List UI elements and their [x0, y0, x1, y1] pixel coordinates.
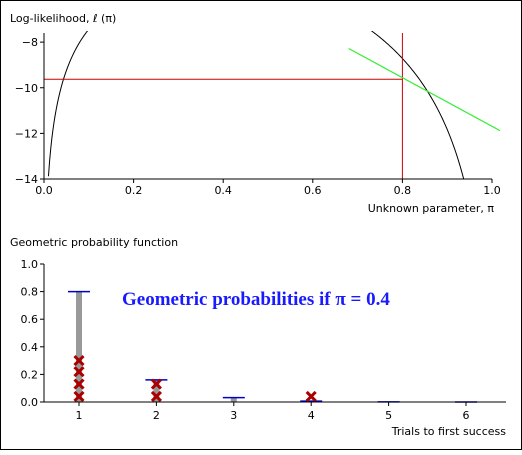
top-y-tick-label: −8 — [22, 36, 38, 49]
observation-marker — [305, 390, 317, 403]
bottom-y-tick-label: 0.6 — [21, 313, 39, 326]
observation-marker — [150, 390, 162, 403]
log-likelihood-chart: Log-likelihood, ℓ (π) Unknown parameter,… — [10, 12, 501, 215]
bottom-y-tick-label: 0.4 — [21, 341, 39, 354]
observation-marker — [73, 355, 85, 367]
bottom-y-tick-label: 0.8 — [21, 286, 39, 299]
top-y-tick-label: −12 — [15, 127, 38, 140]
geometric-probability-y-axis-title: Geometric probability function — [10, 236, 178, 249]
top-x-tick-label: 0.4 — [214, 184, 232, 197]
bottom-x-tick-label: 2 — [153, 409, 160, 422]
log-likelihood-x-axis-title: Unknown parameter, π — [368, 202, 495, 215]
observation-marker — [150, 378, 162, 390]
bottom-y-tick-label: 1.0 — [21, 258, 39, 271]
geometric-probabilities-annotation: Geometric probabilities if π = 0.4 — [122, 289, 390, 310]
bottom-x-tick-label: 3 — [230, 409, 237, 422]
probability-bar — [230, 397, 237, 402]
observation-cross-b — [73, 378, 85, 390]
observation-marker — [73, 378, 85, 390]
geometric-probability-x-axis-title: Trials to first success — [391, 425, 507, 438]
observation-marker — [73, 390, 85, 403]
top-x-tick-label: 0.8 — [394, 184, 412, 197]
top-y-tick-label: −14 — [15, 173, 38, 186]
top-x-tick-label: 1.0 — [483, 184, 501, 197]
observation-cross-b — [150, 378, 162, 390]
observation-cross-b — [305, 390, 317, 403]
tangent-line — [348, 47, 501, 132]
top-x-tick-label: 0.2 — [125, 184, 143, 197]
bottom-y-tick-label: 0.0 — [21, 396, 39, 409]
bottom-x-tick-label: 4 — [308, 409, 315, 422]
observation-cross-b — [150, 390, 162, 403]
top-y-tick-label: −10 — [15, 82, 38, 95]
bottom-x-tick-label: 6 — [463, 409, 470, 422]
top-x-tick-label: 0.0 — [35, 184, 53, 197]
probability-bar — [76, 291, 82, 402]
observation-cross-b — [73, 390, 85, 403]
log-likelihood-curve — [47, 31, 465, 179]
observation-cross-b — [73, 355, 85, 367]
log-likelihood-y-axis-title: Log-likelihood, ℓ (π) — [10, 12, 116, 25]
bottom-x-tick-label: 1 — [76, 409, 83, 422]
top-x-tick-label: 0.6 — [304, 184, 322, 197]
observation-cross-b — [73, 366, 85, 378]
bottom-y-tick-label: 0.2 — [21, 368, 39, 381]
observation-marker — [73, 366, 85, 378]
bottom-x-tick-label: 5 — [385, 409, 392, 422]
probability-bar — [153, 379, 160, 402]
geometric-probability-chart: Geometric probability function Trials to… — [10, 236, 506, 438]
